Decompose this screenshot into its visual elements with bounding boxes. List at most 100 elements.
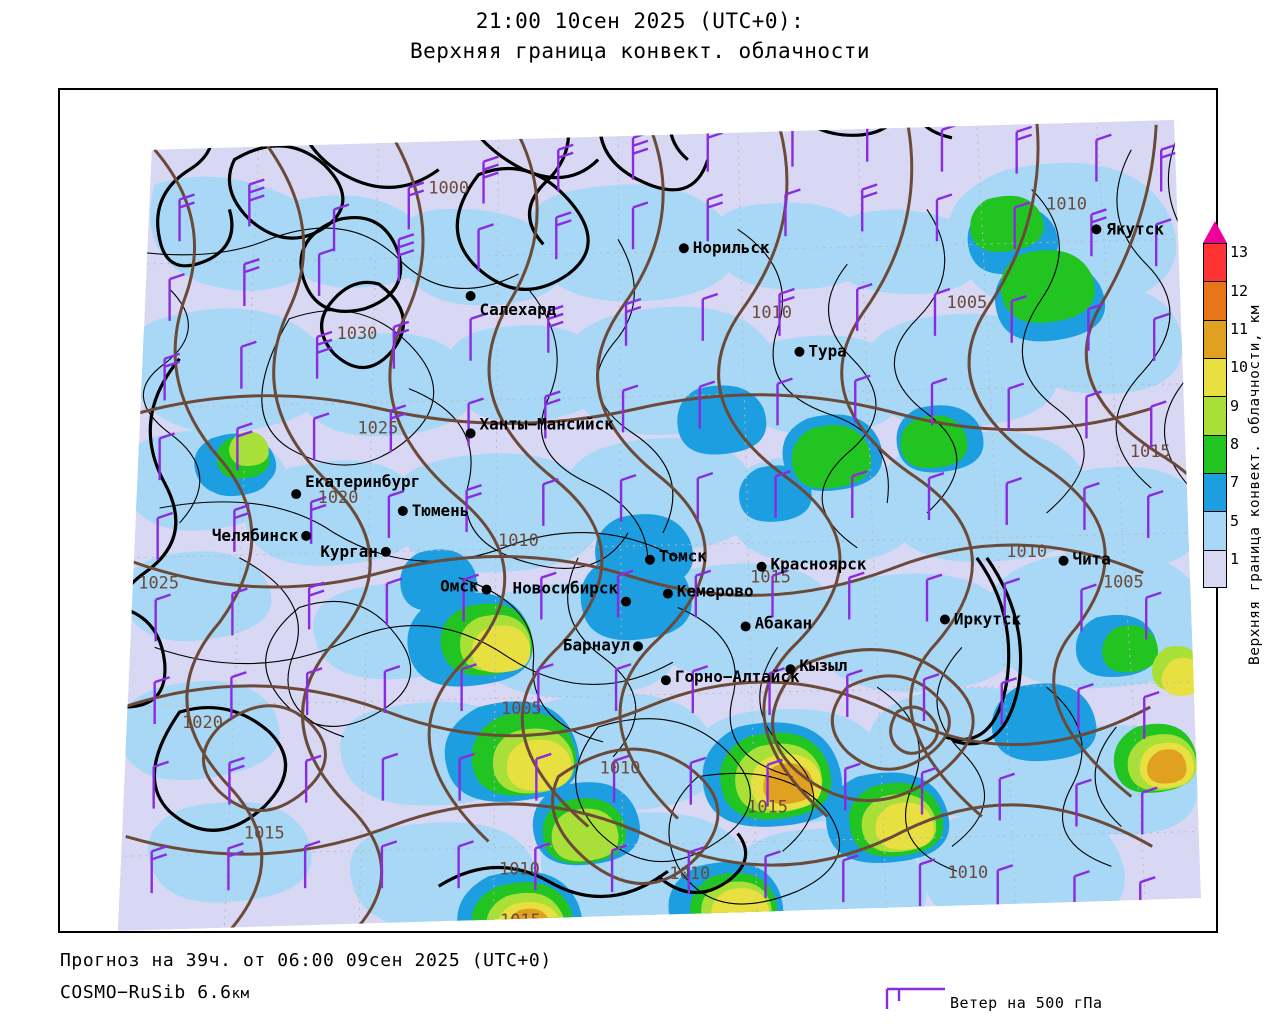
- city-label: Горно−Алтайск: [675, 667, 800, 686]
- colorbar-tick-12: 12: [1230, 281, 1249, 300]
- graticule: [117, 119, 1201, 930]
- wind-legend: Ветер на 500 гПа: [875, 985, 1215, 1019]
- model-domain: 1000 1030 1010 1010 1005 1025 1015 1020 1010 1010…: [117, 119, 1202, 931]
- colorbar-axis-label: Верхняя граница конвект. облачности, км: [1247, 305, 1263, 665]
- city-dot: [465, 428, 476, 439]
- city-dot: [678, 243, 689, 254]
- colorbar-segment-7: [1203, 473, 1227, 512]
- colorbar-tick-11: 11: [1230, 319, 1249, 338]
- wind-legend-barb-icon: [885, 987, 945, 1009]
- city-label: Томск: [659, 547, 707, 566]
- page-title: 21:00 10сен 2025 (UTC+0): Верхняя границ…: [0, 6, 1280, 66]
- isobar-label: 1005: [501, 698, 542, 718]
- city-label: Абакан: [755, 613, 813, 632]
- city-label: Якутск: [1106, 219, 1164, 238]
- colorbar-segment-5: [1203, 511, 1227, 550]
- isobar-label: 1010: [669, 863, 710, 883]
- title-parameter: Верхняя граница конвект. облачности: [409, 39, 870, 63]
- colorbar-segment-9: [1203, 396, 1227, 435]
- city-dot: [291, 489, 302, 500]
- city-label: Екатеринбург: [305, 472, 420, 491]
- city-dot: [380, 546, 391, 557]
- isobar-label: 1010: [947, 862, 988, 882]
- model-info: COSMO−RuSib 6.6км: [60, 982, 250, 1003]
- model-name: COSMO−RuSib 6.6: [60, 982, 232, 1003]
- city-dot: [621, 596, 632, 607]
- weather-map[interactable]: 1000 1030 1010 1010 1005 1025 1015 1020 1010 1010…: [58, 88, 1218, 933]
- city-dot: [785, 664, 796, 675]
- city-label: Омск: [440, 577, 479, 596]
- wind-legend-label: Ветер на 500 гПа: [950, 994, 1103, 1012]
- isobar-label: 1020: [318, 487, 359, 507]
- isobar-label: 1030: [337, 323, 378, 343]
- title-datetime: 21:00 10сен 2025 (UTC+0):: [475, 9, 805, 33]
- colorbar-segment-13+: [1203, 243, 1227, 282]
- isobar-label: 1025: [358, 417, 399, 437]
- isobar-label: 1010: [751, 302, 792, 322]
- city-dot: [939, 614, 950, 625]
- city-label: Чита: [1072, 550, 1110, 569]
- city-dot: [633, 641, 643, 652]
- city-label: Барнаул: [563, 635, 630, 654]
- city-dot: [1091, 224, 1102, 235]
- isobar-label: 1015: [747, 797, 788, 817]
- isobar-label: 1010: [600, 758, 641, 778]
- city-label: Тура: [808, 342, 846, 361]
- colorbar[interactable]: [1203, 221, 1227, 588]
- isobar-label: 1025: [138, 573, 179, 593]
- city-dot: [397, 506, 408, 516]
- city-dot: [756, 561, 767, 572]
- model-unit: км: [231, 986, 250, 1002]
- forecast-info: Прогноз на 39ч. от 06:00 09сен 2025 (UTC…: [60, 950, 552, 971]
- colorbar-tick-1: 1: [1230, 549, 1240, 568]
- isobar-label: 1000: [428, 178, 469, 198]
- city-label: Красноярск: [771, 555, 867, 574]
- colorbar-ticks: 13 12 11 10 9 8 7 5 1: [1230, 243, 1260, 593]
- city-label: Новосибирск: [513, 579, 619, 598]
- isobar-label: 1005: [946, 292, 987, 312]
- colorbar-segment-8: [1203, 434, 1227, 473]
- colorbar-tick-10: 10: [1230, 358, 1249, 377]
- colorbar-tick-5: 5: [1230, 511, 1240, 530]
- coastline: [117, 119, 1023, 899]
- colorbar-segment-10: [1203, 358, 1227, 397]
- city-dot: [662, 588, 673, 599]
- city-dot: [1058, 555, 1069, 566]
- map-canvas: 1000 1030 1010 1010 1005 1025 1015 1020 1010 1010…: [60, 90, 1216, 931]
- city-dot: [740, 621, 751, 632]
- isobar-label: 1015: [1130, 441, 1171, 461]
- city-label: Норильск: [693, 238, 770, 257]
- city-markers: Якутск Норильск Салехард Тура Ханты−Мансийск…: [212, 219, 1165, 686]
- isobar-label: 1010: [498, 530, 539, 550]
- city-label: Курган: [320, 542, 378, 561]
- colorbar-tick-9: 9: [1230, 396, 1240, 415]
- city-label: Челябинск: [212, 526, 299, 545]
- city-label: Кызыл: [799, 656, 847, 675]
- colorbar-segment-1: [1203, 549, 1227, 588]
- colorbar-arrow-icon: [1203, 221, 1227, 243]
- city-label: Салехард: [480, 300, 557, 319]
- isobar-label: 1005: [1103, 572, 1144, 592]
- isobar-label: 1010: [1006, 541, 1047, 561]
- colorbar-tick-7: 7: [1230, 473, 1240, 492]
- city-label: Иркутск: [954, 609, 1022, 628]
- isobar-label: 1015: [750, 567, 791, 587]
- wind-barbs: [150, 119, 1177, 925]
- city-label: Тюмень: [412, 501, 470, 520]
- city-label: Кемерово: [677, 582, 754, 601]
- city-dot: [660, 675, 671, 686]
- city-dot: [794, 346, 805, 357]
- colorbar-segment-12: [1203, 281, 1227, 320]
- city-dot: [465, 291, 476, 301]
- city-dot: [481, 584, 492, 595]
- colorbar-tick-13: 13: [1230, 243, 1249, 262]
- isobar-label: 1020: [182, 712, 223, 732]
- isobar-label: 1010: [1046, 193, 1087, 213]
- city-dot: [301, 530, 312, 541]
- colorbar-segment-11: [1203, 319, 1227, 358]
- isobar-label: 1015: [244, 822, 285, 842]
- isobar-label: 1010: [499, 858, 540, 878]
- colorbar-tick-8: 8: [1230, 434, 1240, 453]
- city-dot: [644, 554, 655, 565]
- city-label: Ханты−Мансийск: [480, 414, 615, 433]
